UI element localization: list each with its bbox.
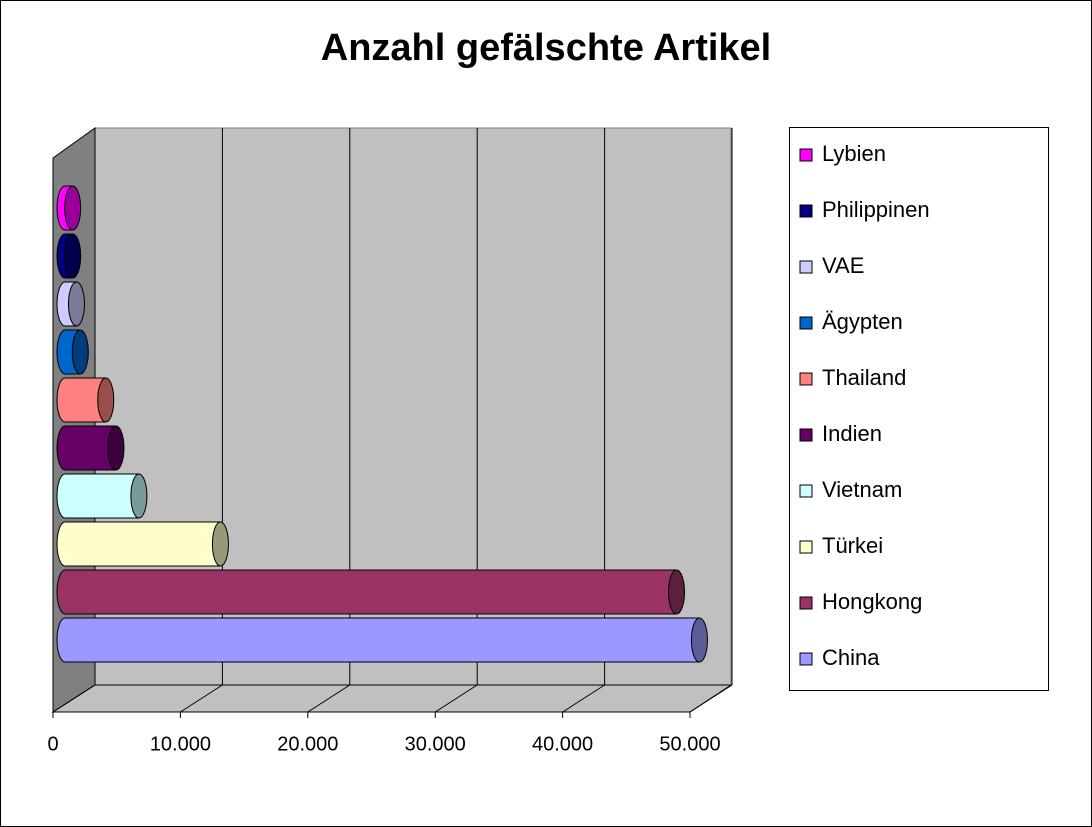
- grid-line: [180, 684, 223, 713]
- grid-line: [434, 684, 478, 713]
- floor: [51, 684, 733, 713]
- legend-label: Ägypten: [822, 309, 903, 334]
- legend-label: Vietnam: [822, 477, 902, 502]
- legend-swatch: [799, 484, 813, 498]
- legend-swatch: [799, 428, 813, 442]
- bar: [56, 521, 229, 567]
- legend-label: Lybien: [822, 141, 886, 166]
- grid-line: [307, 684, 351, 713]
- bar: [56, 377, 115, 423]
- bar-end: [71, 329, 89, 375]
- bar-end: [64, 185, 82, 231]
- legend-label: Hongkong: [822, 589, 922, 614]
- bar: [56, 569, 686, 615]
- bar-body: [65, 474, 139, 518]
- grid-line: [562, 684, 605, 713]
- bar: [56, 281, 85, 327]
- legend: [789, 127, 1049, 691]
- x-tick-label: 30.000: [405, 733, 466, 755]
- bar-body: [65, 570, 677, 614]
- bar-body: [65, 618, 700, 662]
- legend-swatch: [799, 596, 813, 610]
- bar-end: [211, 521, 229, 567]
- grid-line: [689, 684, 733, 713]
- legend-label: Thailand: [822, 365, 906, 390]
- bar-end: [97, 377, 115, 423]
- legend-swatch: [799, 652, 813, 666]
- bar: [56, 617, 708, 663]
- legend-swatch: [799, 204, 813, 218]
- x-tick-label: 40.000: [532, 733, 593, 755]
- bar-end: [690, 617, 708, 663]
- legend-swatch: [799, 540, 813, 554]
- bar: [56, 185, 82, 231]
- legend-swatch: [799, 148, 813, 162]
- legend-swatch: [799, 260, 813, 274]
- legend-label: China: [822, 645, 880, 670]
- legend-label: Philippinen: [822, 197, 930, 222]
- x-tick-label: 10.000: [150, 733, 211, 755]
- bar: [56, 233, 82, 279]
- bar-end: [107, 425, 125, 471]
- legend-label: Türkei: [822, 533, 883, 558]
- legend-label: Indien: [822, 421, 882, 446]
- legend-swatch: [799, 316, 813, 330]
- bar: [56, 425, 125, 471]
- bar-end: [668, 569, 686, 615]
- bar-body: [65, 522, 221, 566]
- legend-swatch: [799, 372, 813, 386]
- x-tick-label: 20.000: [277, 733, 338, 755]
- chart-title: Anzahl gefälschte Artikel: [321, 27, 772, 69]
- legend-label: VAE: [822, 253, 864, 278]
- bar-end: [64, 233, 82, 279]
- bar-end: [130, 473, 148, 519]
- bar: [56, 329, 89, 375]
- bar-end: [67, 281, 85, 327]
- grid-line: [52, 684, 96, 713]
- x-tick-label: 0: [47, 733, 58, 755]
- x-tick-label: 50.000: [659, 733, 720, 755]
- bar: [56, 473, 148, 519]
